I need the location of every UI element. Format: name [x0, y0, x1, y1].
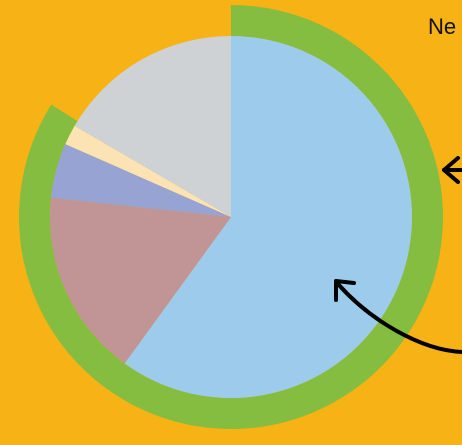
pie-slices: [49, 36, 412, 398]
pie-slice-1: [124, 36, 412, 398]
curved-arrow-line: [336, 282, 462, 354]
curved-arrow-head: [334, 279, 356, 302]
corner-label: Ne: [428, 14, 457, 39]
pie-slice-5: [74, 36, 232, 217]
pie-slice-4: [65, 125, 232, 217]
pie-slice-2: [49, 197, 231, 364]
pie-slice-3: [51, 144, 231, 217]
arrows-layer: [334, 156, 462, 354]
